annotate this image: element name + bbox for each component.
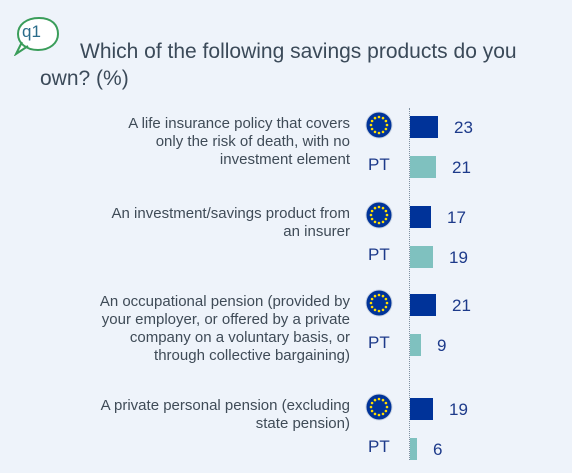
pt-bar xyxy=(410,438,417,460)
eu-flag-icon xyxy=(365,393,393,421)
category-label-line: An occupational pension (provided by xyxy=(99,293,350,310)
category-label-line: through collective bargaining) xyxy=(154,347,350,364)
pt-bar xyxy=(410,156,436,178)
pt-bar xyxy=(410,246,433,268)
question-badge-icon xyxy=(13,17,60,56)
category-label-line: state pension) xyxy=(255,415,350,432)
eu-flag-icon xyxy=(365,201,393,229)
category-label-line: company on a voluntary basis, or xyxy=(129,329,350,346)
pt-value-label: 21 xyxy=(452,158,471,177)
pt-value-label: 19 xyxy=(449,248,468,267)
category-label-line: only the risk of death, with no xyxy=(155,133,350,150)
category-label-line: A life insurance policy that covers xyxy=(128,115,350,132)
eu-value-label: 21 xyxy=(452,296,471,315)
chart-title: Which of the following savings products … xyxy=(40,40,517,90)
pt-bar xyxy=(410,334,421,356)
category-label: An occupational pension (provided by your… xyxy=(30,293,350,365)
pt-label: PT xyxy=(368,245,390,264)
pt-label: PT xyxy=(368,155,390,174)
eu-bar xyxy=(410,206,431,228)
pt-value-label: 6 xyxy=(433,440,443,459)
bar-axis xyxy=(409,108,410,460)
eu-bar xyxy=(410,398,433,420)
eu-value-label: 17 xyxy=(447,208,466,227)
eu-value-label: 23 xyxy=(454,118,473,137)
category-label-line: your employer, or offered by a private xyxy=(101,311,350,328)
category-label: A life insurance policy that covers only … xyxy=(30,115,350,169)
category-label-line: A private personal pension (excluding xyxy=(100,397,350,414)
question-number: q1 xyxy=(22,22,41,41)
eu-value-label: 19 xyxy=(449,400,468,419)
eu-bar xyxy=(410,116,438,138)
eu-flag-icon xyxy=(365,111,393,139)
pt-label: PT xyxy=(368,437,390,456)
category-label-line: investment element xyxy=(219,151,350,168)
eu-flag-icon xyxy=(365,289,393,317)
category-label: An investment/savings product from an ins… xyxy=(30,205,350,241)
category-label: A private personal pension (excluding sta… xyxy=(30,397,350,433)
pt-value-label: 9 xyxy=(437,336,447,355)
category-label-line: An investment/savings product from xyxy=(111,205,350,222)
pt-label: PT xyxy=(368,333,390,352)
category-label-line: an insurer xyxy=(283,223,350,240)
eu-bar xyxy=(410,294,436,316)
